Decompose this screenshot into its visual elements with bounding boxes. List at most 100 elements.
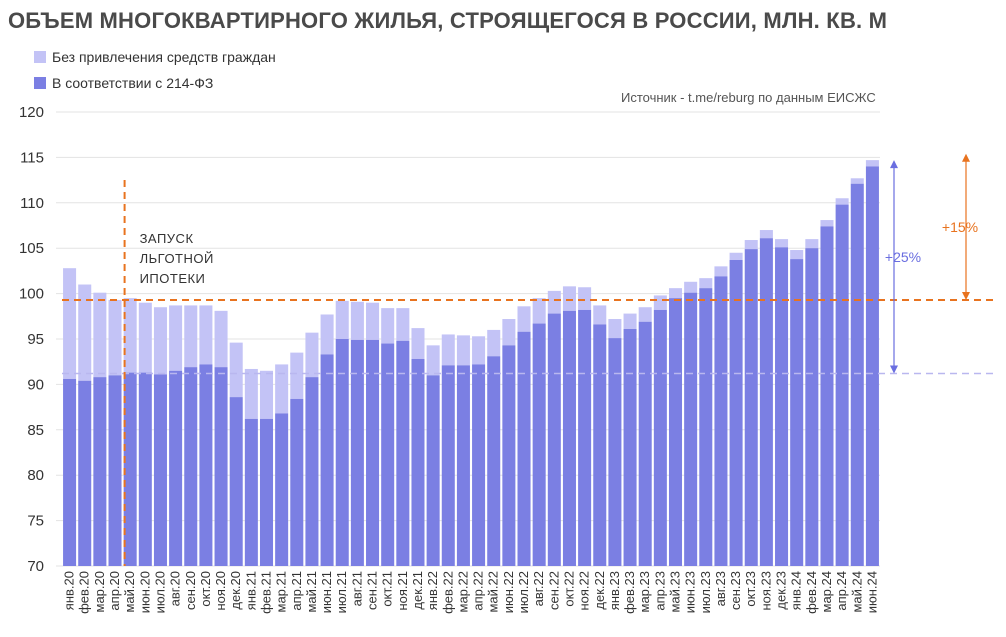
bar-214fz [593, 324, 607, 566]
x-tick-label: дек.20 [228, 571, 243, 610]
growth-arrowhead-orange-down [962, 291, 970, 300]
x-tick-label: июл.22 [516, 571, 531, 613]
bar-214fz [63, 378, 77, 566]
legend-swatch-own-funds [34, 51, 46, 63]
bar-214fz [547, 313, 561, 566]
bar-214fz [108, 375, 122, 566]
bar-214fz [366, 339, 380, 566]
bar-own-funds [320, 314, 334, 355]
bar-214fz [244, 418, 258, 566]
bar-214fz [214, 367, 228, 566]
legend-swatch-214fz [34, 77, 46, 89]
bar-own-funds [775, 239, 789, 248]
x-tick-label: янв.21 [243, 571, 258, 610]
bar-own-funds [578, 287, 592, 310]
x-tick-label: июл.23 [698, 571, 713, 613]
bar-own-funds [366, 302, 380, 340]
x-tick-label: фев.21 [259, 571, 274, 614]
bar-214fz [562, 310, 576, 566]
bar-214fz [275, 413, 289, 566]
y-tick-label: 120 [19, 104, 44, 121]
bar-own-funds [790, 250, 804, 260]
x-tick-label: сен.20 [183, 571, 198, 610]
legend-label-own-funds: Без привлечения средств граждан [52, 49, 276, 65]
bar-own-funds [759, 230, 773, 239]
bar-own-funds [456, 335, 470, 366]
bar-own-funds [653, 295, 667, 310]
x-tick-label: окт.22 [561, 571, 576, 607]
bar-214fz [229, 397, 243, 566]
bar-own-funds [244, 368, 258, 419]
bar-own-funds [623, 313, 637, 330]
x-tick-label: авг.21 [349, 571, 364, 606]
legend-item-214fz: В соответствии с 214-ФЗ [34, 70, 276, 96]
y-tick-label: 100 [19, 286, 44, 303]
bar-own-funds [108, 299, 122, 376]
bar-214fz [472, 364, 486, 566]
bar-214fz [790, 259, 804, 566]
x-tick-label: мар.23 [637, 571, 652, 612]
bar-214fz [78, 380, 92, 566]
x-tick-label: дек.23 [774, 571, 789, 610]
bar-214fz [638, 321, 652, 566]
bar-own-funds [123, 298, 137, 373]
bar-own-funds [472, 336, 486, 365]
x-tick-label: сен.23 [728, 571, 743, 610]
y-tick-label: 115 [20, 149, 44, 166]
x-tick-label: янв.23 [607, 571, 622, 610]
bar-own-funds [517, 306, 531, 332]
x-tick-label: июн.20 [137, 571, 152, 613]
bar-214fz [335, 339, 349, 566]
y-tick-label: 90 [27, 376, 44, 393]
y-tick-label: 75 [27, 513, 44, 530]
bar-own-funds [593, 305, 607, 325]
x-tick-label: сен.21 [365, 571, 380, 610]
bar-own-funds [78, 284, 92, 381]
x-tick-label: май.24 [849, 571, 864, 613]
source-note: Источник - t.me/reburg по данным ЕИСЖС [621, 90, 876, 105]
bar-214fz [153, 374, 167, 566]
bar-214fz [411, 358, 425, 566]
x-tick-label: май.23 [668, 571, 683, 613]
bar-own-funds [169, 305, 183, 371]
x-tick-label: мар.22 [455, 571, 470, 612]
bar-214fz [396, 340, 410, 566]
growth-label-blue: +25% [885, 249, 921, 265]
x-tick-label: июн.23 [683, 571, 698, 613]
bar-own-funds [668, 288, 683, 299]
bar-214fz [93, 377, 107, 566]
x-tick-label: янв.22 [425, 571, 440, 610]
x-tick-label: мар.20 [92, 571, 107, 612]
x-tick-label: ноя.20 [213, 571, 228, 611]
launch-annotation-line: ЛЬГОТНОЙ [140, 251, 214, 266]
bar-214fz [259, 418, 274, 566]
bar-214fz [426, 375, 440, 566]
x-tick-label: апр.21 [289, 571, 304, 611]
bar-214fz [668, 298, 683, 566]
bar-own-funds [305, 332, 319, 378]
bar-own-funds [199, 305, 213, 365]
x-tick-label: апр.24 [834, 571, 849, 611]
growth-label-orange: +15% [942, 219, 978, 235]
y-tick-label: 80 [27, 467, 44, 484]
x-tick-label: мар.21 [274, 571, 289, 612]
bar-214fz [290, 398, 304, 566]
bar-214fz [169, 370, 183, 566]
growth-arrowhead-orange-up [962, 153, 970, 162]
bar-214fz [699, 288, 713, 566]
x-tick-label: фев.23 [622, 571, 637, 614]
bar-own-funds [850, 178, 864, 184]
bar-own-funds [411, 328, 425, 359]
bar-own-funds [820, 220, 834, 227]
bar-own-funds [426, 345, 440, 376]
bar-own-funds [138, 302, 152, 373]
launch-annotation-line: ЗАПУСК [140, 231, 194, 246]
x-tick-label: дек.21 [410, 571, 425, 610]
bar-own-funds [350, 301, 364, 340]
bar-own-funds [153, 307, 167, 375]
x-tick-label: мар.24 [819, 571, 834, 612]
bar-214fz [684, 292, 698, 566]
x-tick-label: апр.23 [652, 571, 667, 611]
